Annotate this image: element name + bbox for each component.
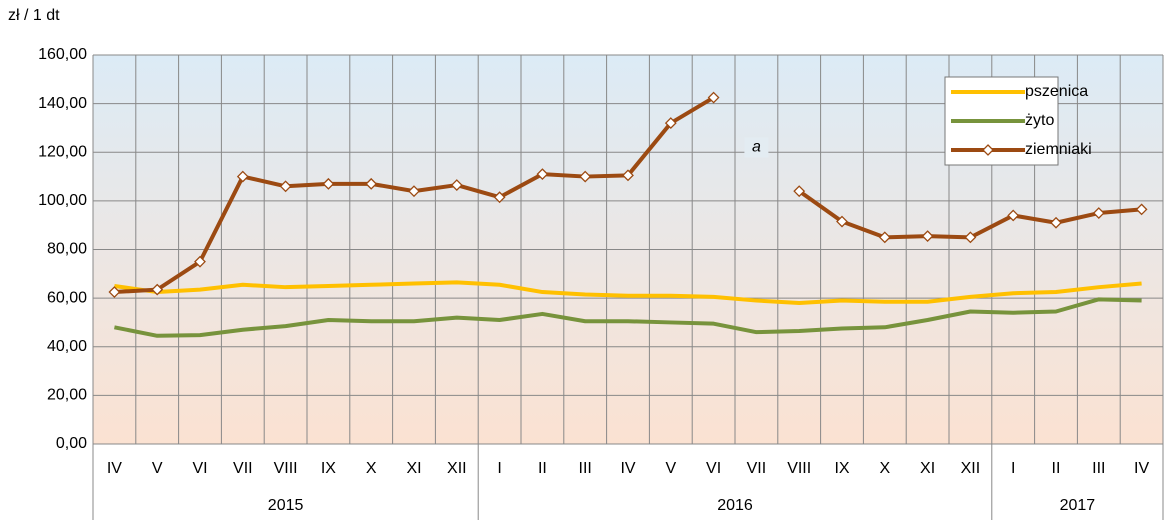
marker bbox=[408, 185, 420, 198]
marker bbox=[878, 231, 891, 244]
series-line bbox=[114, 280, 1142, 305]
marker bbox=[1050, 216, 1062, 229]
x-tick-label: V bbox=[152, 460, 163, 477]
marker bbox=[236, 170, 249, 183]
marker bbox=[194, 255, 206, 268]
y-tick-label: 140,00 bbox=[38, 95, 87, 112]
x-tick-label: VI bbox=[706, 460, 721, 477]
x-tick-label: VIII bbox=[274, 460, 298, 477]
marker bbox=[793, 185, 806, 198]
marker bbox=[622, 169, 634, 182]
legend-marker bbox=[982, 144, 994, 156]
y-tick-label: 0,00 bbox=[56, 435, 87, 452]
x-tick-label: VII bbox=[747, 460, 767, 477]
y-tick-label: 100,00 bbox=[38, 192, 87, 209]
legend-label: ziemniaki bbox=[1025, 141, 1092, 158]
x-tick-label: II bbox=[1052, 460, 1061, 477]
x-tick-label: IV bbox=[620, 460, 635, 477]
x-tick-label: XII bbox=[447, 460, 467, 477]
y-tick-label: 80,00 bbox=[47, 241, 87, 258]
x-tick-label: IV bbox=[107, 460, 122, 477]
y-tick-label: 160,00 bbox=[38, 46, 87, 63]
y-tick-label: 20,00 bbox=[47, 387, 87, 404]
x-tick-label: XI bbox=[406, 460, 421, 477]
marker bbox=[151, 283, 164, 296]
annotation-bg bbox=[744, 137, 769, 158]
x-tick-label: II bbox=[538, 460, 547, 477]
x-tick-label: VI bbox=[192, 460, 207, 477]
x-tick-label: V bbox=[665, 460, 676, 477]
marker bbox=[1007, 209, 1020, 222]
x-tick-label: IV bbox=[1134, 460, 1149, 477]
series-line bbox=[114, 297, 1142, 338]
group-label: 2015 bbox=[268, 497, 304, 514]
marker bbox=[536, 168, 549, 181]
marker bbox=[493, 191, 506, 204]
x-tick-label: IX bbox=[834, 460, 849, 477]
y-tick-label: 40,00 bbox=[47, 338, 87, 355]
legend-label: pszenica bbox=[1025, 83, 1088, 100]
x-tick-label: I bbox=[497, 460, 501, 477]
y-tick-label: 60,00 bbox=[47, 289, 87, 306]
x-tick-label: I bbox=[1011, 460, 1015, 477]
marker bbox=[450, 179, 463, 191]
marker bbox=[964, 231, 977, 244]
x-tick-label: IX bbox=[321, 460, 336, 477]
marker bbox=[279, 180, 292, 193]
x-tick-label: XI bbox=[920, 460, 935, 477]
x-tick-label: X bbox=[879, 460, 890, 477]
group-label: 2017 bbox=[1060, 497, 1096, 514]
x-tick-label: VII bbox=[233, 460, 253, 477]
x-tick-label: III bbox=[1092, 460, 1105, 477]
x-tick-label: X bbox=[366, 460, 377, 477]
marker bbox=[579, 170, 592, 183]
marker bbox=[664, 117, 677, 129]
marker bbox=[1135, 203, 1148, 216]
marker bbox=[322, 177, 335, 190]
annotation: a bbox=[752, 139, 761, 156]
group-label: 2016 bbox=[717, 497, 753, 514]
marker bbox=[921, 230, 934, 243]
x-tick-label: XII bbox=[961, 460, 981, 477]
marker bbox=[1092, 207, 1105, 219]
y-axis-label: zł / 1 dt bbox=[8, 7, 60, 24]
x-tick-label: III bbox=[579, 460, 592, 477]
marker bbox=[707, 91, 720, 104]
marker bbox=[836, 215, 848, 228]
y-tick-label: 120,00 bbox=[38, 143, 87, 160]
marker bbox=[365, 177, 378, 190]
marker bbox=[108, 286, 121, 298]
x-tick-label: VIII bbox=[787, 460, 811, 477]
legend-label: żyto bbox=[1025, 112, 1054, 129]
